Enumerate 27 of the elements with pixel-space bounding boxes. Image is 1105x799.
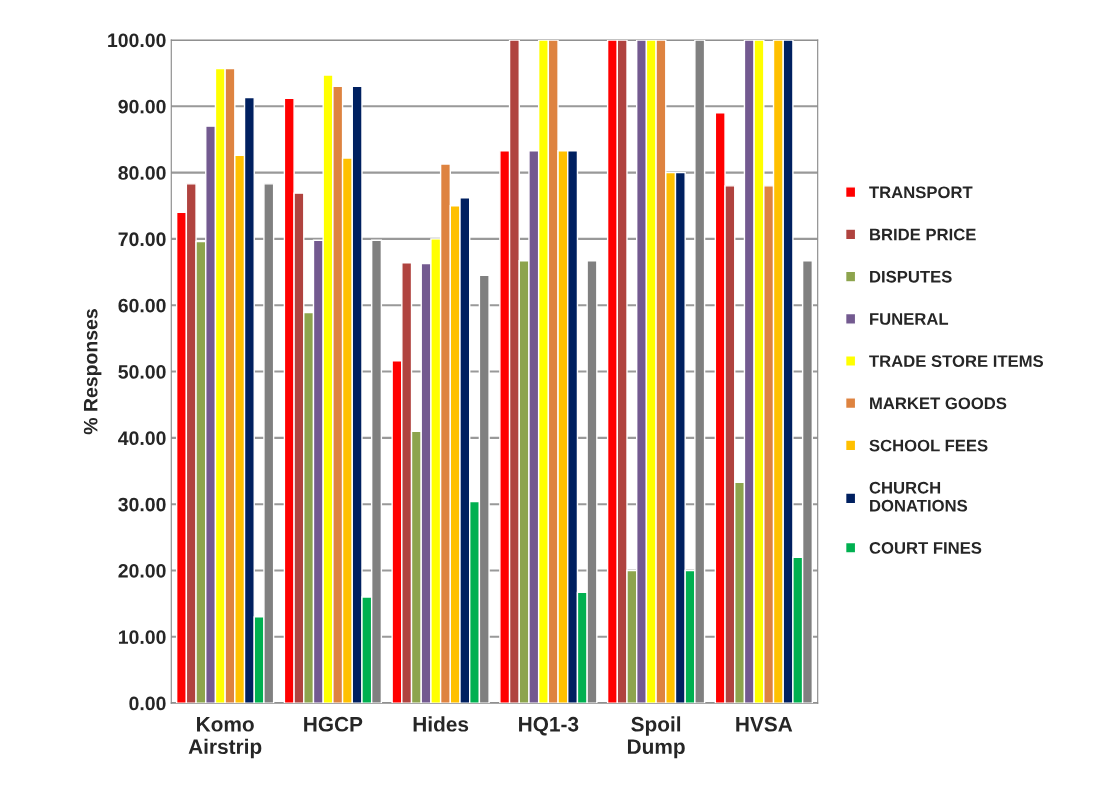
legend-label: DISPUTES [870,270,952,283]
legend-label: TRADE STORE ITEMS [869,355,1044,368]
x-tick-label: Hides [413,716,469,732]
y-tick-label: 0.00 [129,696,166,711]
y-tick-label: 20.00 [118,563,166,578]
legend-label: BRIDE PRICE [870,228,976,241]
y-tick-label: 100.00 [108,33,166,48]
x-tick-label: HGCP [304,716,363,732]
legend-label: CHURCH DONATIONS [869,481,968,512]
y-tick-label: 40.00 [118,431,166,446]
legend-label: MARKET GOODS [870,397,1007,410]
y-tick-label: 80.00 [118,166,166,180]
legend-label: TRANSPORT [869,186,973,199]
y-tick-label: 60.00 [118,298,166,313]
x-tick-label: Komo Airstrip [188,717,262,759]
x-tick-label: Spoil Dump [627,716,685,759]
legend-label: COURT FINES [869,542,982,554]
x-tick-label: HQ1-3 [519,716,579,736]
legend-label: SCHOOL FEES [869,439,988,452]
legend-label: FUNERAL [870,313,949,325]
y-tick-label: 90.00 [118,99,166,114]
y-tick-label: 70.00 [118,232,166,247]
y-tick-label: 30.00 [118,497,166,512]
x-tick-label: HVSA [736,716,793,732]
y-tick-label: 50.00 [118,365,166,379]
y-tick-label: 10.00 [118,630,166,645]
y-axis-title: % Responses [83,309,102,435]
